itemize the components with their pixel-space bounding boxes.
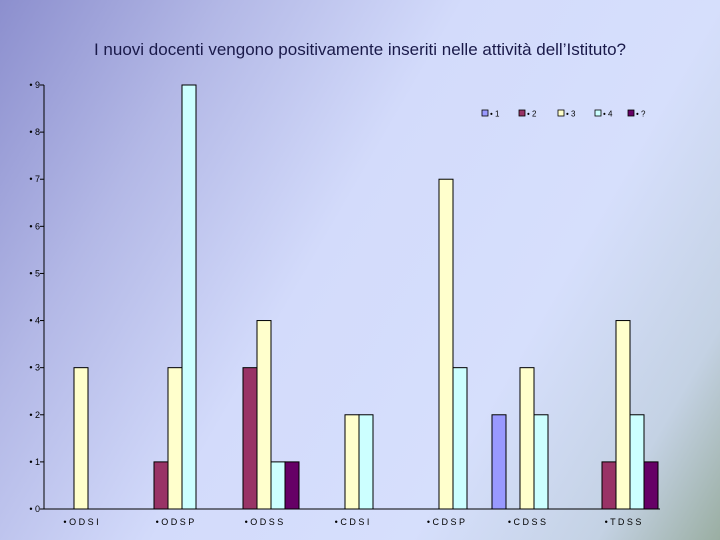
bar-series-1 [491, 414, 507, 510]
y-tick-label: • 3 [29, 363, 40, 373]
y-tick-label: • 0 [29, 504, 40, 514]
bar-series-3 [256, 320, 272, 510]
bar-series-3 [519, 367, 535, 510]
bar-series-4 [181, 84, 197, 510]
x-tick-label: • O D S P [156, 517, 195, 527]
bar-series-3 [73, 367, 89, 510]
legend-label: • ? [636, 110, 646, 119]
x-tick-label: • C D S P [427, 517, 465, 527]
chart-title: I nuovi docenti vengono positivamente in… [93, 40, 627, 59]
bar-series-3 [344, 414, 360, 510]
bar-series-2 [242, 367, 258, 510]
chart-bars [73, 84, 659, 510]
legend-label: • 4 [603, 110, 613, 119]
y-tick-label: • 2 [29, 410, 40, 420]
legend-swatch [557, 109, 565, 117]
bar-series-4 [270, 461, 286, 510]
bar-series-5 [284, 461, 300, 510]
x-tick-label: • O D S S [245, 517, 284, 527]
legend-swatch [594, 109, 602, 117]
bar-series-2 [153, 461, 169, 510]
bar-series-2 [601, 461, 617, 510]
bar-series-4 [629, 414, 645, 510]
x-tick-label: • C D S S [508, 517, 546, 527]
x-tick-label: • T D S S [605, 517, 642, 527]
legend-label: • 3 [566, 110, 576, 119]
legend-swatch [518, 109, 526, 117]
y-tick-label: • 7 [29, 174, 40, 184]
bar-series-3 [167, 367, 183, 510]
legend-label: • 2 [527, 110, 537, 119]
bar-series-4 [533, 414, 549, 510]
x-tick-label: • C D S I [335, 517, 370, 527]
y-tick-label: • 4 [29, 316, 40, 326]
y-tick-label: • 8 [29, 127, 40, 137]
x-tick-label: • O D S I [63, 517, 98, 527]
bar-series-5 [643, 461, 659, 510]
y-tick-label: • 5 [29, 268, 40, 278]
chart-legend: • 1 • 2 • 3 • 4 • ? [481, 109, 646, 119]
y-tick-label: • 1 [29, 457, 40, 467]
legend-label: • 1 [490, 110, 500, 119]
bar-series-3 [615, 320, 631, 510]
bar-series-4 [452, 367, 468, 510]
y-tick-label: • 6 [29, 221, 40, 231]
bar-series-3 [438, 178, 454, 510]
y-tick-label: • 9 [29, 80, 40, 90]
bar-series-4 [358, 414, 374, 510]
legend-swatch [627, 109, 635, 117]
legend-swatch [481, 109, 489, 117]
